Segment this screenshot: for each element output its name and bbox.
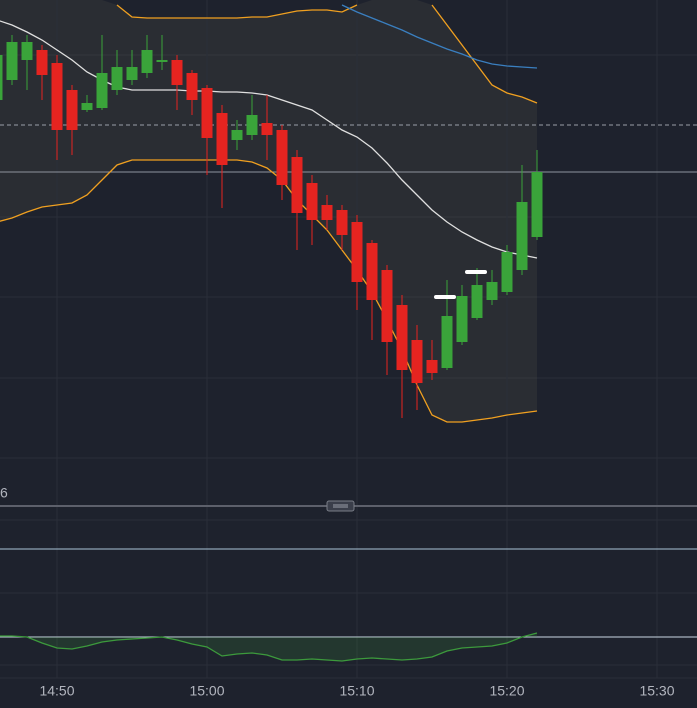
marker xyxy=(465,270,487,274)
x-tick-label: 15:00 xyxy=(189,683,224,699)
overlay-line xyxy=(116,4,538,104)
candle-body xyxy=(366,243,378,300)
candle-body xyxy=(6,42,18,80)
candle-body xyxy=(81,103,93,110)
candle-body xyxy=(426,360,438,373)
candle-body xyxy=(21,42,33,60)
candle-body xyxy=(156,60,168,62)
candle-body xyxy=(276,130,288,185)
overlay-line xyxy=(0,159,538,423)
candle-body xyxy=(126,67,138,80)
candle-body xyxy=(456,296,468,342)
candle-body xyxy=(141,50,153,73)
candle-body xyxy=(396,305,408,370)
candle-body xyxy=(216,113,228,165)
candle-body xyxy=(501,252,513,292)
candle-body xyxy=(486,282,498,300)
candle-body xyxy=(321,205,333,220)
candle-body xyxy=(51,63,63,130)
candle-body xyxy=(261,123,273,135)
candle-body xyxy=(531,172,543,237)
x-tick-label: 14:50 xyxy=(39,683,74,699)
candle-body xyxy=(0,55,3,100)
candle-body xyxy=(186,73,198,100)
candle-body xyxy=(471,285,483,318)
oscillator-area xyxy=(0,633,537,661)
grid xyxy=(0,54,697,594)
candle-body xyxy=(201,88,213,138)
x-tick-label: 15:20 xyxy=(489,683,524,699)
candle-body xyxy=(246,115,258,135)
x-axis: 14:50 15:00 15:10 15:20 15:30 xyxy=(39,683,674,699)
candle-body xyxy=(231,130,243,140)
candle-body xyxy=(441,316,453,368)
x-tick-label: 15:10 xyxy=(339,683,374,699)
candle-body xyxy=(36,50,48,75)
candle-body xyxy=(96,73,108,108)
oscillator xyxy=(0,632,538,662)
marker xyxy=(434,295,456,299)
candle-body xyxy=(516,202,528,270)
x-tick-label: 15:30 xyxy=(639,683,674,699)
candle-body xyxy=(306,183,318,220)
candle-body xyxy=(111,67,123,90)
pane-label: 6 xyxy=(0,485,8,501)
candle-body xyxy=(411,340,423,383)
candle-body xyxy=(351,222,363,282)
oscillator-line xyxy=(0,632,538,662)
candle-body xyxy=(66,90,78,130)
candle-body xyxy=(336,210,348,235)
candle-body xyxy=(291,157,303,213)
resize-handle[interactable] xyxy=(326,500,355,512)
overlay-line xyxy=(341,4,538,69)
candle-body xyxy=(171,60,183,85)
candle-body xyxy=(381,270,393,342)
